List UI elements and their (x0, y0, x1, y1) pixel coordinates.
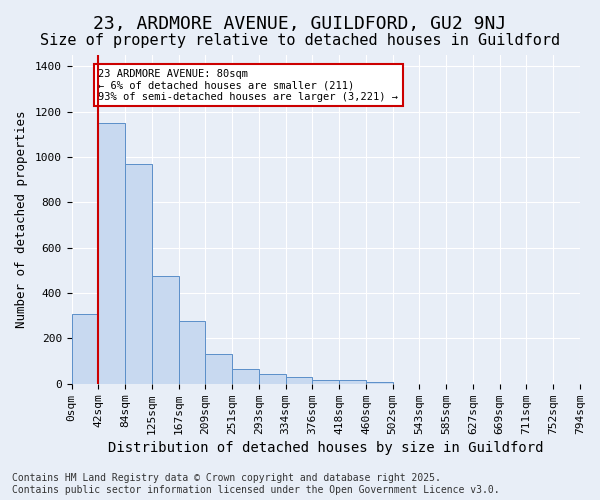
Bar (313, 380, 339, 384)
Text: Contains HM Land Registry data © Crown copyright and database right 2025.
Contai: Contains HM Land Registry data © Crown c… (12, 474, 500, 495)
Bar (152, 276, 179, 384)
Text: 23, ARDMORE AVENUE, GUILDFORD, GU2 9NJ: 23, ARDMORE AVENUE, GUILDFORD, GU2 9NJ (94, 15, 506, 33)
Y-axis label: Number of detached properties: Number of detached properties (15, 110, 28, 328)
Bar (366, 382, 393, 384)
X-axis label: Distribution of detached houses by size in Guildford: Distribution of detached houses by size … (108, 441, 544, 455)
Text: Size of property relative to detached houses in Guildford: Size of property relative to detached ho… (40, 32, 560, 48)
Text: 23 ARDMORE AVENUE: 80sqm
← 6% of detached houses are smaller (211)
93% of semi-d: 23 ARDMORE AVENUE: 80sqm ← 6% of detache… (98, 68, 398, 102)
Bar (98, 123, 125, 384)
Bar (339, 380, 366, 384)
Bar (259, 374, 286, 384)
Bar (179, 322, 205, 384)
Bar (71, 314, 98, 384)
Bar (205, 354, 232, 384)
Bar (286, 377, 313, 384)
Bar (125, 164, 152, 384)
Bar (232, 369, 259, 384)
